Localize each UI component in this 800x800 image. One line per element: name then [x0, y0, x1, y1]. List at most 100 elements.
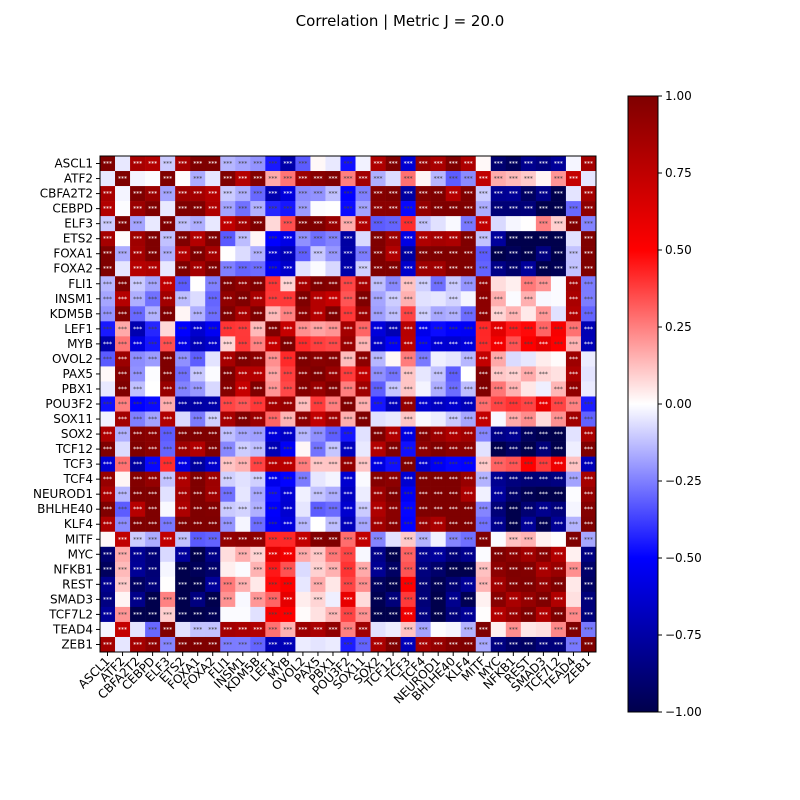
heatmap-cell — [220, 216, 236, 232]
heatmap-cell — [175, 201, 191, 217]
significance-marker: *** — [118, 221, 127, 228]
heatmap-cell — [130, 186, 146, 202]
significance-marker: *** — [193, 566, 202, 573]
significance-marker: *** — [133, 611, 142, 618]
heatmap-cell — [565, 591, 582, 608]
significance-marker: *** — [223, 206, 232, 213]
significance-marker: *** — [389, 461, 398, 468]
heatmap-cell — [115, 216, 131, 232]
significance-marker: *** — [389, 506, 398, 513]
heatmap-cell — [325, 531, 341, 548]
significance-marker: *** — [148, 191, 157, 198]
significance-marker: *** — [434, 161, 443, 168]
significance-marker: *** — [584, 521, 593, 528]
significance-marker: *** — [103, 641, 112, 648]
heatmap-cell — [130, 351, 146, 367]
heatmap-cell — [580, 576, 597, 593]
significance-marker: *** — [509, 476, 518, 483]
heatmap-cell — [550, 261, 567, 277]
heatmap-cell — [190, 186, 206, 202]
significance-marker: *** — [148, 521, 157, 528]
significance-marker: *** — [163, 431, 172, 438]
heatmap-cell — [310, 516, 326, 533]
significance-marker: *** — [223, 281, 232, 288]
heatmap-cell — [130, 276, 146, 292]
heatmap-cell — [250, 591, 266, 608]
heatmap-cell — [310, 216, 326, 232]
significance-marker: *** — [344, 161, 353, 168]
significance-marker: *** — [148, 506, 157, 513]
significance-marker: *** — [193, 266, 202, 273]
heatmap-cell — [235, 411, 251, 427]
significance-marker: *** — [524, 281, 533, 288]
significance-marker: *** — [434, 476, 443, 483]
heatmap-cell — [130, 456, 146, 472]
heatmap-cell — [175, 591, 191, 608]
heatmap-cell — [340, 456, 356, 472]
heatmap-cell — [340, 621, 356, 638]
significance-marker: *** — [268, 356, 277, 363]
significance-marker: *** — [569, 476, 578, 483]
heatmap-cell — [205, 471, 221, 487]
significance-marker: *** — [464, 626, 473, 633]
heatmap-cell — [235, 261, 251, 277]
significance-marker: *** — [133, 161, 142, 168]
significance-marker: *** — [404, 206, 413, 213]
heatmap-cell — [520, 171, 537, 187]
significance-marker: *** — [434, 371, 443, 378]
heatmap-cell — [310, 621, 326, 638]
heatmap-cell — [100, 426, 116, 442]
heatmap-cell — [430, 261, 446, 277]
heatmap-cell — [205, 621, 221, 638]
heatmap-cell — [400, 396, 416, 412]
significance-marker: *** — [539, 371, 548, 378]
significance-marker: *** — [374, 491, 383, 498]
heatmap-cell — [145, 396, 161, 412]
heatmap-cell — [475, 171, 492, 187]
heatmap-cell — [190, 351, 206, 367]
significance-marker: *** — [479, 311, 488, 318]
heatmap-cell — [535, 501, 552, 518]
heatmap-cell — [550, 156, 567, 172]
heatmap-cell — [235, 381, 251, 397]
heatmap-cell — [220, 396, 236, 412]
heatmap-cell — [445, 486, 462, 502]
significance-marker: *** — [404, 266, 413, 273]
heatmap-cell — [205, 426, 221, 442]
y-tick-label: BHLHE40 — [37, 502, 93, 516]
heatmap-cell — [550, 576, 567, 593]
heatmap-cell — [370, 186, 386, 202]
heatmap-cell — [145, 441, 161, 457]
significance-marker: *** — [133, 296, 142, 303]
significance-marker: *** — [283, 476, 292, 483]
heatmap-cell — [160, 186, 176, 202]
significance-marker: *** — [344, 536, 353, 543]
significance-marker: *** — [103, 236, 112, 243]
heatmap-cell — [100, 336, 116, 352]
heatmap-cell — [160, 531, 176, 548]
significance-marker: *** — [389, 581, 398, 588]
significance-marker: *** — [509, 191, 518, 198]
colorbar-tick-label: −1.00 — [665, 705, 702, 719]
significance-marker: *** — [133, 476, 142, 483]
significance-marker: *** — [509, 161, 518, 168]
significance-marker: *** — [404, 521, 413, 528]
significance-marker: *** — [178, 476, 187, 483]
significance-markers: *** *** *** *** *** *** *** *** *** *** *** *** *** *… — [103, 161, 593, 649]
heatmap-cell — [145, 516, 161, 533]
significance-marker: *** — [464, 416, 473, 423]
heatmap-cell — [160, 471, 176, 487]
heatmap-cell — [205, 231, 221, 247]
significance-marker: *** — [298, 296, 307, 303]
heatmap-cell — [115, 636, 131, 653]
significance-marker: *** — [118, 431, 127, 438]
significance-marker: *** — [374, 356, 383, 363]
significance-marker: *** — [374, 221, 383, 228]
heatmap-cell — [115, 501, 131, 518]
heatmap-cell — [565, 291, 582, 307]
significance-marker: *** — [569, 461, 578, 468]
y-tick-label: FOXA2 — [53, 262, 93, 276]
significance-marker: *** — [374, 341, 383, 348]
significance-marker: *** — [313, 446, 322, 453]
heatmap-cell — [580, 561, 597, 578]
